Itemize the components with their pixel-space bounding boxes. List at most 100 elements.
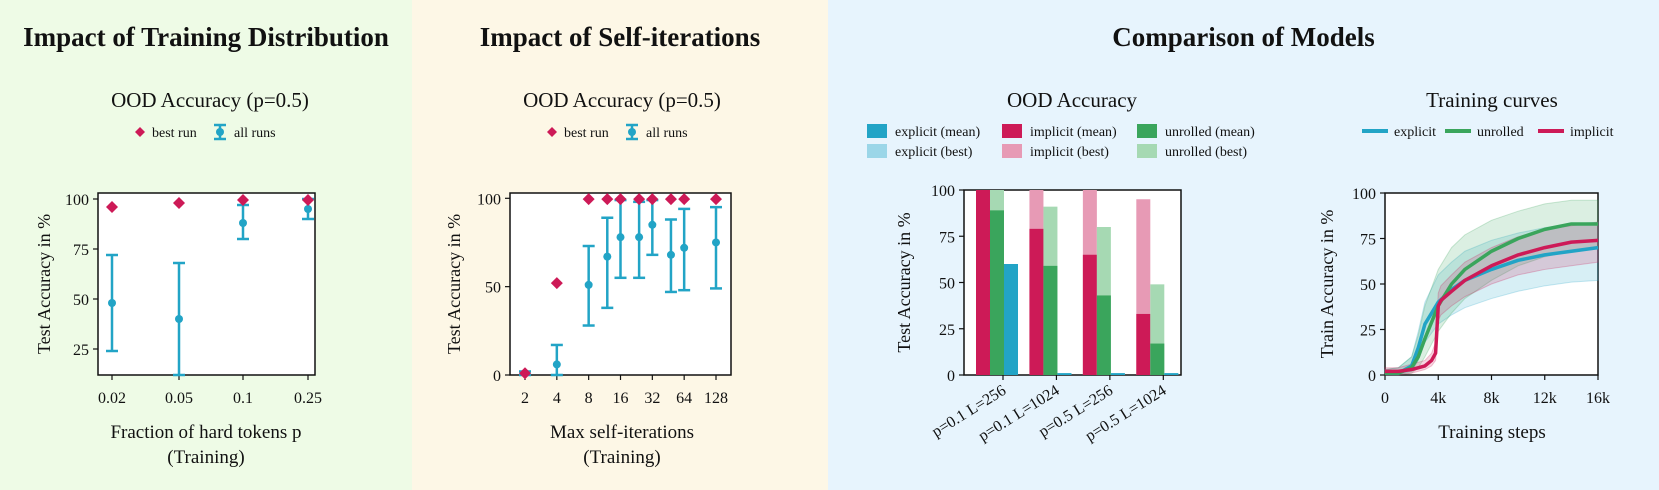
chart3-bar-explicit-mean [1057, 373, 1072, 375]
mean-point [616, 233, 625, 242]
chart3-y-tick-label: 100 [931, 183, 955, 200]
chart2-y-label: Test Accuracy in % [444, 214, 464, 354]
chart4-legend-label: implicit [1570, 125, 1614, 140]
chart3-y-tick-label: 75 [939, 229, 955, 246]
chart1-legend-best-label: best run [152, 126, 197, 141]
chart2-best-point [582, 193, 595, 206]
chart1-y-tick-label: 100 [65, 192, 89, 209]
chart3-legend-swatch [1137, 144, 1157, 158]
chart4-y-tick-label: 0 [1368, 368, 1376, 385]
chart1-x-label: Fraction of hard tokens p [110, 422, 301, 443]
chart2-legend-best-label: best run [564, 126, 609, 141]
chart2-x-tick-label: 32 [644, 390, 660, 407]
chart1-x-tick-label: 0.25 [294, 390, 322, 407]
chart2-error-bar [550, 343, 563, 377]
chart4-y-tick-label: 100 [1352, 186, 1376, 203]
chart2-x-tick-label: 8 [585, 390, 593, 407]
chart3-legend-swatch [1002, 144, 1022, 158]
chart3-bar-unrolled-mean [1096, 295, 1111, 375]
chart3-y-tick-label: 25 [939, 322, 955, 339]
chart1-best-point [302, 194, 314, 206]
chart3-legend-label: implicit (mean) [1030, 125, 1117, 140]
chart3-legend-label: implicit (best) [1030, 145, 1109, 160]
chart3-bar-implicit-mean [1029, 228, 1044, 375]
chart2-x-label: Max self-iterations [550, 422, 694, 443]
chart2-best-point [664, 193, 677, 206]
chart3-title: OOD Accuracy [1007, 88, 1138, 112]
chart1-error-bar [106, 253, 118, 353]
chart4-x-label: Training steps [1438, 422, 1546, 443]
chart3-legend-label: explicit (best) [895, 145, 973, 160]
chart1-title: OOD Accuracy (p=0.5) [111, 88, 309, 112]
chart4-legend-label: unrolled [1477, 125, 1524, 140]
chart3-y-tick-label: 0 [947, 368, 955, 385]
chart3-y-tick-label: 50 [939, 276, 955, 293]
chart4-line-implicit [1385, 238, 1599, 374]
mean-point [108, 299, 116, 307]
panel-title-self-iterations: Impact of Self-iterations [479, 22, 761, 52]
panel-self-iterations: Impact of Self-iterations [412, 0, 828, 490]
mean-point [648, 220, 657, 229]
chart2-x-tick-label: 64 [676, 390, 692, 407]
chart2-legend-best-marker [547, 127, 557, 137]
chart3-bar-explicit-mean [1164, 373, 1179, 375]
chart3-y-label: Test Accuracy in % [894, 212, 914, 352]
chart1-y-label: Test Accuracy in % [34, 214, 54, 354]
chart3-bar-implicit-mean [1082, 254, 1097, 375]
chart4-x-tick-label: 8k [1484, 390, 1500, 407]
chart4-line-unrolled [1385, 222, 1598, 375]
chart2-x-tick-label: 4 [553, 390, 561, 407]
chart3-legend-label: explicit (mean) [895, 125, 980, 140]
chart2-y-tick-label: 0 [493, 368, 501, 385]
chart1-plot-area [97, 192, 316, 376]
chart2-error-bar [664, 218, 677, 294]
chart1-error-bar [173, 261, 185, 377]
chart4-y-label: Train Accuracy in % [1317, 210, 1337, 359]
chart3-bar-implicit-mean [1136, 313, 1151, 375]
chart2-y-tick-label: 50 [485, 280, 501, 297]
chart1-y-tick-label: 25 [73, 342, 89, 359]
mean-point [216, 128, 224, 136]
chart2-legend-all-marker [626, 123, 638, 141]
mean-point [239, 219, 247, 227]
chart3-legend-swatch [1137, 124, 1157, 138]
chart3-bar-explicit-mean [1004, 264, 1018, 375]
chart3-bar-unrolled-mean [1150, 343, 1165, 375]
chart2-title: OOD Accuracy (p=0.5) [523, 88, 721, 112]
chart2-error-bar [582, 244, 595, 327]
chart1-best-point [173, 197, 185, 209]
mean-point [680, 243, 689, 252]
chart2-x-label-2: (Training) [583, 447, 660, 468]
mean-point [304, 205, 312, 213]
chart4-y-tick-label: 50 [1360, 277, 1376, 294]
chart2-best-point [550, 277, 563, 290]
chart2-x-tick-label: 16 [613, 390, 629, 407]
chart3-legend-label: unrolled (best) [1165, 145, 1247, 160]
chart2-best-point [614, 193, 627, 206]
chart3-bar-implicit-mean [976, 190, 990, 375]
chart4-legend-label: explicit [1394, 125, 1436, 140]
mean-point [628, 128, 636, 136]
chart3-legend-label: unrolled (mean) [1165, 125, 1255, 140]
chart1-x-label-2: (Training) [167, 447, 244, 468]
chart2-x-tick-label: 128 [704, 390, 728, 407]
chart2-error-bar [710, 205, 722, 290]
chart2-best-point [633, 193, 646, 206]
chart1-legend-all-marker [214, 123, 226, 141]
chart4-y-tick-label: 75 [1360, 232, 1376, 249]
chart1-x-tick-label: 0.1 [233, 390, 253, 407]
chart1-best-point [237, 194, 249, 206]
chart3-legend-swatch [867, 124, 887, 138]
chart2-error-bar [678, 207, 691, 292]
chart4-x-tick-label: 12k [1533, 390, 1557, 407]
chart4-x-tick-label: 4k [1430, 390, 1446, 407]
chart1-x-tick-label: 0.02 [98, 390, 126, 407]
chart4-x-tick-label: 16k [1586, 390, 1610, 407]
chart2-legend-all-label: all runs [646, 126, 688, 141]
mean-point [175, 315, 183, 323]
mean-point [552, 360, 561, 369]
chart1-y-tick-label: 75 [73, 242, 89, 259]
chart3-legend-swatch [1002, 124, 1022, 138]
